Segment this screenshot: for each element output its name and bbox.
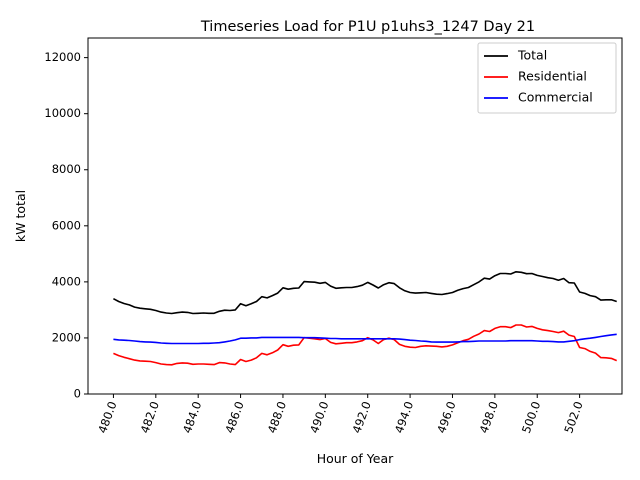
- legend-label-total: Total: [517, 48, 547, 63]
- series-line-commercial: [113, 333, 617, 345]
- axes-frame: [87, 37, 623, 395]
- legend: Total Residential Commercial: [477, 42, 617, 114]
- legend-label-commercial: Commercial: [518, 90, 593, 105]
- y-tick-label: 8000: [52, 162, 81, 176]
- y-tick-label: 4000: [52, 274, 81, 288]
- y-tick-label: 10000: [44, 106, 81, 120]
- legend-box: [477, 42, 617, 114]
- series-lines: [113, 270, 618, 366]
- y-tick-label: 0: [74, 387, 81, 401]
- y-tick-label: 2000: [52, 330, 81, 344]
- y-axis-label: kW total: [13, 190, 28, 242]
- legend-label-residential: Residential: [518, 69, 587, 84]
- chart-title: Timeseries Load for P1U p1uhs3_1247 Day …: [200, 19, 535, 35]
- y-tick-label: 6000: [52, 218, 81, 232]
- series-line-total: [113, 270, 617, 315]
- x-axis-label: Hour of Year: [317, 451, 394, 466]
- y-tick-label: 12000: [44, 50, 81, 64]
- y-axis: 0 2000 4000 6000 8000 10000 12000: [44, 50, 88, 401]
